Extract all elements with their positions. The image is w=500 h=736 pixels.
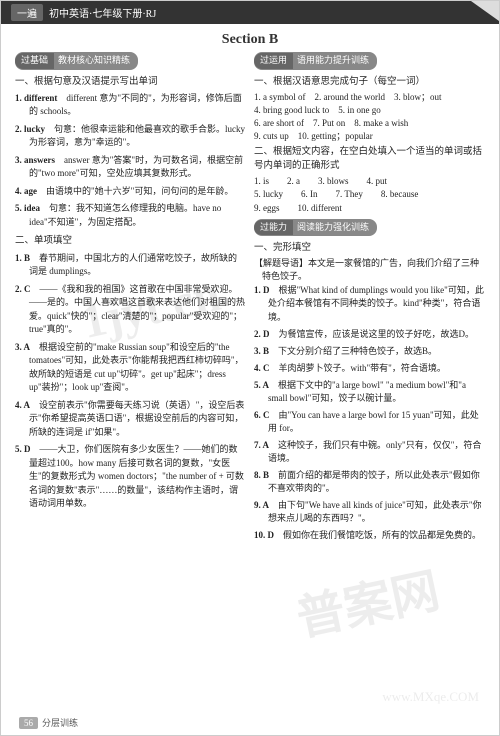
- right-grid: 1. is 2. a 3. blows 4. put 5. lucky 6. I…: [254, 175, 485, 214]
- page-number: 56 分层训练: [19, 716, 78, 729]
- apply-pill: 过运用 语用能力提升训练: [254, 52, 377, 70]
- series-tag: 一遍: [11, 4, 43, 21]
- two-column-layout: 过基础 教材核心知识精练 一、根据句意及汉语提示写出单词 1. differen…: [1, 52, 499, 545]
- cloze-item: 3. B 下文分别介绍了三种特色饺子，故选B。: [254, 344, 485, 361]
- vocab-item: 1. different different 意为"不同的"，为形容词，修饰后面…: [15, 91, 246, 122]
- apply-pill-text: 语用能力提升训练: [297, 54, 369, 68]
- cloze-item: 4. C 羊肉胡萝卜饺子。with"带有"，符合语境。: [254, 361, 485, 378]
- ability-pill-label: 过能力: [254, 220, 293, 236]
- vocab-item: 5. idea 句意：我不知道怎么修理我的电脑。have no idea"不知道…: [15, 201, 246, 232]
- textbook-page: 一遍 初中英语·七年级下册·RJ Section B 过基础 教材核心知识精练 …: [0, 0, 500, 736]
- choice-item: 1. B 春节期间，中国北方的人们通常吃饺子，故所缺的词是 dumplings。: [15, 251, 246, 282]
- left-part1-list: 1. different different 意为"不同的"，为形容词，修饰后面…: [15, 91, 246, 233]
- right-part2-title: 二、根据短文内容，在空白处填入一个适当的单词或括号内单词的正确形式: [254, 143, 485, 176]
- fill-row: 5. lucky 6. In 7. They 8. because: [254, 188, 485, 201]
- choice-item: 4. A 设空前表示"你需要每天练习说（英语）"，设空后表示"你希望提高英语口语…: [15, 398, 246, 443]
- cloze-item: 2. D 为餐馆宣传，应该是说这里的饺子好吃，故选D。: [254, 327, 485, 344]
- fill-row: 1. is 2. a 3. blows 4. put: [254, 175, 485, 188]
- choice-item: 2. C ——《我和我的祖国》这首歌在中国非常受欢迎。——是的。中国人喜欢唱这首…: [15, 282, 246, 340]
- section-b-title: Section B: [1, 24, 499, 52]
- vocab-item: 2. lucky 句意：他很幸运能和他最喜欢的歌手合影。lucky 为形容词，意…: [15, 122, 246, 153]
- left-part1-title: 一、根据句意及汉语提示写出单词: [15, 73, 246, 91]
- left-part2-list: 1. B 春节期间，中国北方的人们通常吃饺子，故所缺的词是 dumplings。…: [15, 251, 246, 514]
- vocab-item: 3. answers answer 意为"答案"时，为可数名词，根据空前的"tw…: [15, 153, 246, 184]
- cloze-item: 1. D 根据"What kind of dumplings would you…: [254, 283, 485, 326]
- passage-lead: 【解题导语】本文是一家餐馆的广告，向我们介绍了三种特色饺子。: [254, 257, 485, 283]
- cloze-item: 9. A 由下句"We have all kinds of juice"可知，此…: [254, 498, 485, 528]
- ability-pill: 过能力 阅读能力强化训练: [254, 219, 377, 237]
- completion-line: 1. a symbol of 2. around the world 3. bl…: [254, 91, 485, 104]
- right-part3-title: 一、完形填空: [254, 239, 485, 257]
- basics-pill-text: 教材核心知识精练: [58, 54, 130, 68]
- right-part1-list: 1. a symbol of 2. around the world 3. bl…: [254, 91, 485, 143]
- right-part1-title: 一、根据汉语意思完成句子（每空一词）: [254, 73, 485, 91]
- basics-pill-label: 过基础: [15, 53, 54, 69]
- vocab-item: 4. age 由语境中的"她十六岁"可知，问句问的是年龄。: [15, 184, 246, 202]
- choice-item: 5. D ——大卫，你们医院有多少女医生？——她们的数量超过100。how ma…: [15, 442, 246, 514]
- page-header: 一遍 初中英语·七年级下册·RJ: [1, 1, 499, 24]
- right-column: 过运用 语用能力提升训练 一、根据汉语意思完成句子（每空一词） 1. a sym…: [254, 52, 485, 545]
- watermark-3: www.MXqe.COM: [382, 689, 479, 705]
- left-part2-title: 二、单项填空: [15, 232, 246, 250]
- cloze-item: 6. C 由"You can have a large bowl for 15 …: [254, 408, 485, 438]
- cloze-item: 7. A 这种饺子，我们只有中碗。only"只有，仅仅"，符合语境。: [254, 438, 485, 468]
- choice-item: 3. A 根据设空前的"make Russian soup"和设空后的"the …: [15, 340, 246, 398]
- completion-line: 6. are short of 7. Put on 8. make a wish: [254, 117, 485, 130]
- cloze-item: 10. D 假如你在我们餐馆吃饭，所有的饮品都是免费的。: [254, 528, 485, 545]
- cloze-item: 8. B 前面介绍的都是带肉的饺子，所以此处表示"假如你不喜欢带肉的"。: [254, 468, 485, 498]
- ability-pill-text: 阅读能力强化训练: [297, 221, 369, 235]
- page-number-label: 分层训练: [42, 716, 78, 729]
- watermark-2: 普案网: [289, 551, 444, 649]
- completion-line: 9. cuts up 10. getting；popular: [254, 130, 485, 143]
- left-column: 过基础 教材核心知识精练 一、根据句意及汉语提示写出单词 1. differen…: [15, 52, 246, 545]
- page-number-value: 56: [19, 717, 38, 729]
- header-title: 初中英语·七年级下册·RJ: [49, 5, 156, 20]
- completion-line: 4. bring good luck to 5. in one go: [254, 104, 485, 117]
- fill-row: 9. eggs 10. different: [254, 202, 485, 215]
- cloze-item: 5. A 根据下文中的"a large bowl" "a medium bowl…: [254, 378, 485, 408]
- apply-pill-label: 过运用: [254, 53, 293, 69]
- right-part3-list: 1. D 根据"What kind of dumplings would you…: [254, 283, 485, 545]
- basics-pill: 过基础 教材核心知识精练: [15, 52, 138, 70]
